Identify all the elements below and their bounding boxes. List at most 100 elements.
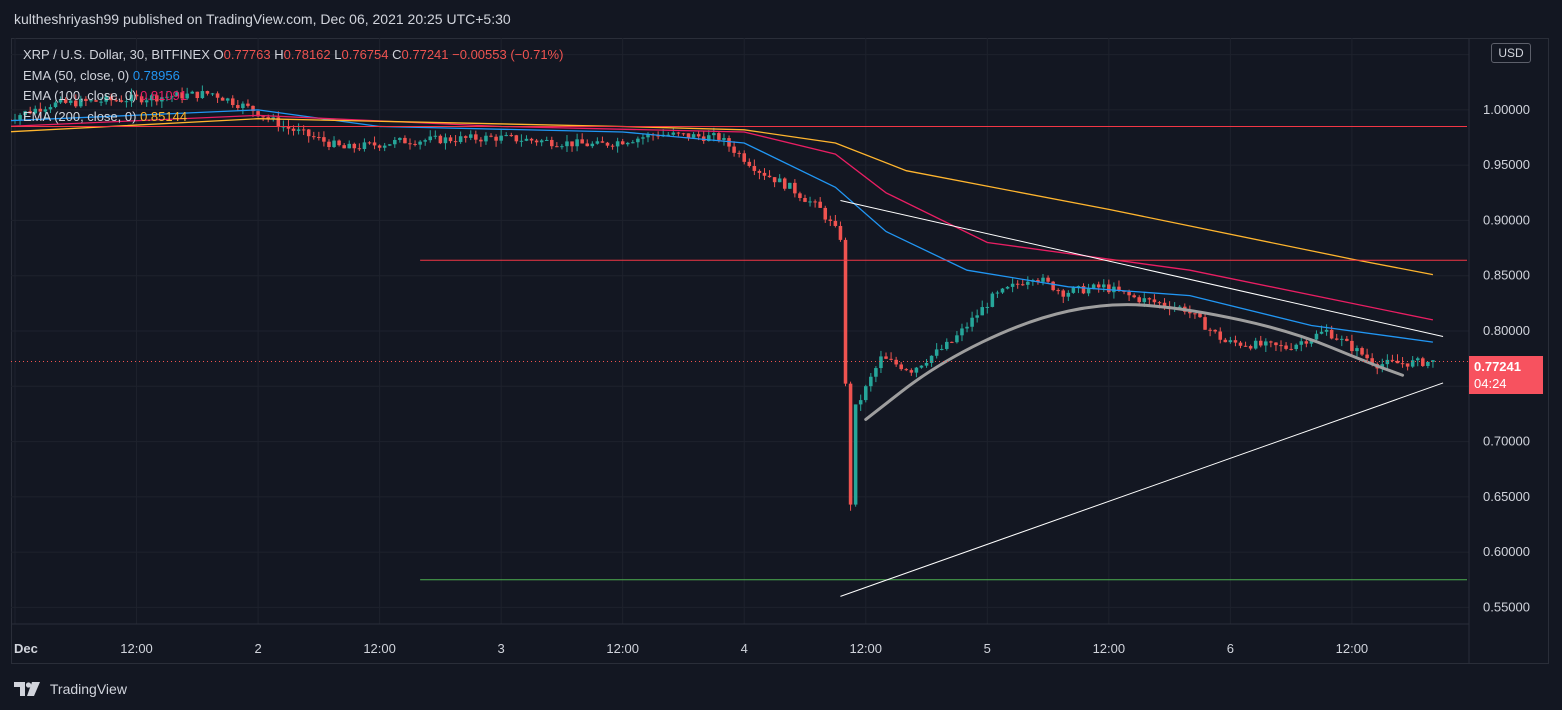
candle-body xyxy=(737,152,741,154)
candle-body xyxy=(1410,360,1415,367)
ema50-row[interactable]: EMA (50, close, 0) 0.78956 xyxy=(23,66,563,87)
candle-body xyxy=(220,97,225,101)
candle-body xyxy=(129,94,134,102)
candle-body xyxy=(306,129,311,137)
currency-button[interactable]: USD xyxy=(1491,43,1531,63)
candle-body xyxy=(1147,298,1152,300)
candle-body xyxy=(256,111,260,117)
rounding-arc xyxy=(864,303,1405,421)
candle-body xyxy=(929,355,934,363)
ema200-row[interactable]: EMA (200, close, 0) 0.85144 xyxy=(23,107,563,128)
tradingview-logo-icon[interactable] xyxy=(14,682,40,697)
price-tick-label: 0.95000 xyxy=(1483,157,1530,172)
candle-body xyxy=(1334,338,1339,340)
candle-body xyxy=(1096,284,1101,288)
candle-body xyxy=(230,98,235,106)
candle-body xyxy=(838,225,843,240)
price-chart[interactable]: 0.55000 0.60000 0.65000 0.70000 0.80000 0.850… xyxy=(11,38,1551,664)
candle-body xyxy=(752,166,757,171)
candle-body xyxy=(342,145,346,149)
candle-body xyxy=(1026,281,1030,285)
candle-body xyxy=(1345,338,1349,341)
candle-body xyxy=(1046,277,1050,282)
symbol-name[interactable]: XRP / U.S. Dollar, 30, BITFINEX xyxy=(23,47,210,62)
candle-body xyxy=(980,307,985,316)
candle-body xyxy=(494,136,498,141)
candle-body xyxy=(43,109,48,112)
footer: TradingView xyxy=(14,680,127,700)
symbol-row: XRP / U.S. Dollar, 30, BITFINEX O0.77763… xyxy=(23,45,563,66)
candle-body xyxy=(443,137,448,144)
candle-body xyxy=(828,219,833,221)
candle-body xyxy=(175,92,179,97)
footer-brand[interactable]: TradingView xyxy=(49,681,127,698)
candle-body xyxy=(53,102,58,108)
candle-body xyxy=(1015,283,1020,285)
candle-body xyxy=(225,98,230,101)
candle-body xyxy=(985,306,990,308)
price-tick-label: 0.65000 xyxy=(1483,489,1530,504)
candle-body xyxy=(1314,333,1319,340)
candle-body xyxy=(1081,286,1086,294)
candle-body xyxy=(691,134,696,138)
candle-body xyxy=(1258,340,1263,346)
candle-body xyxy=(134,94,139,97)
candle-body xyxy=(777,178,782,183)
trend-line xyxy=(840,382,1444,597)
candle-body xyxy=(990,293,995,307)
candle-body xyxy=(995,292,1000,294)
candle-body xyxy=(296,129,301,131)
candle-body xyxy=(291,128,296,131)
ema100-line xyxy=(11,114,1434,321)
candle-body xyxy=(387,144,392,146)
ema50-label: EMA (50, close, 0) xyxy=(23,67,130,83)
candle-body xyxy=(1390,359,1395,361)
candle-body xyxy=(560,146,564,148)
candle-body xyxy=(474,134,478,140)
candle-body xyxy=(1385,359,1390,365)
candle-body xyxy=(1421,358,1425,366)
candle-body xyxy=(605,142,610,146)
change-value: −0.00553 (−0.71%) xyxy=(452,47,564,62)
candle-body xyxy=(1294,344,1298,350)
candle-body xyxy=(377,145,382,148)
last-price-value: 0.77241 xyxy=(1474,359,1521,374)
candle-body xyxy=(1132,295,1136,298)
candle-body xyxy=(246,103,250,106)
candle-body xyxy=(914,367,919,373)
candle-body xyxy=(276,117,281,128)
candle-body xyxy=(79,98,83,107)
candle-body xyxy=(418,141,422,145)
candle-body xyxy=(722,138,726,140)
candle-body xyxy=(301,129,306,131)
candle-body xyxy=(448,137,453,142)
candle-body xyxy=(934,349,939,356)
candle-body xyxy=(1213,329,1217,332)
candle-body xyxy=(1203,317,1207,330)
candle-body xyxy=(955,335,959,343)
candle-body xyxy=(200,91,205,99)
ema100-row[interactable]: EMA (100, close, 0) 0.81091 xyxy=(23,86,563,107)
candle-body xyxy=(144,100,149,103)
candle-body xyxy=(1112,286,1116,293)
candle-body xyxy=(1117,286,1121,291)
candle-body xyxy=(874,368,878,377)
candle-body xyxy=(1415,358,1420,361)
candle-body xyxy=(1400,363,1405,365)
candle-body xyxy=(580,139,584,144)
price-tick-label: 0.90000 xyxy=(1483,212,1530,227)
candle-body xyxy=(286,126,291,129)
candle-body xyxy=(727,138,731,147)
candle-body xyxy=(681,133,686,135)
candle-body xyxy=(833,220,838,226)
time-tick-label: 12:00 xyxy=(1093,641,1126,656)
time-tick-label: 12:00 xyxy=(120,641,153,656)
candle-body xyxy=(195,91,200,99)
candle-body xyxy=(281,126,286,128)
candle-body xyxy=(565,141,569,147)
candle-body xyxy=(782,178,787,189)
candle-body xyxy=(1076,286,1081,288)
candle-body xyxy=(1365,354,1369,359)
candle-body xyxy=(1228,340,1233,343)
candle-body xyxy=(636,138,640,143)
